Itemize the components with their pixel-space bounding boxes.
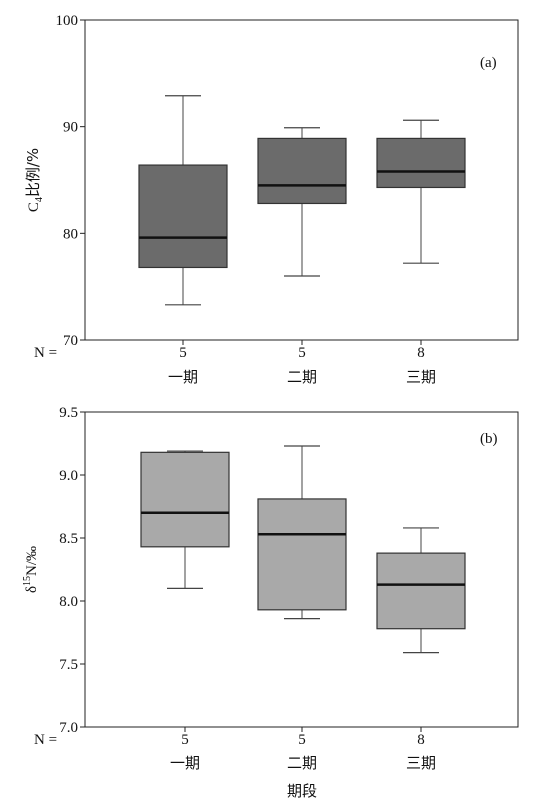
iqr-box bbox=[376, 137, 466, 189]
y-axis-label: δ15N/‰ bbox=[22, 546, 40, 593]
box-1 bbox=[138, 95, 228, 306]
box-2 bbox=[257, 127, 347, 277]
n-label: N = bbox=[34, 345, 57, 361]
n-value: 5 bbox=[298, 732, 306, 748]
panel-b: 7.0 7.5 8.0 8.5 9.0 9.5 δ15N/‰ (b) 5 一期 5 二期 8 三期 N = 期… bbox=[22, 405, 519, 800]
box-3 bbox=[376, 527, 466, 654]
x-axis-label: 期段 bbox=[287, 782, 317, 800]
n-value: 8 bbox=[417, 345, 425, 361]
category-label: 三期 bbox=[406, 754, 436, 772]
y-tick-label: 100 bbox=[56, 13, 79, 29]
iqr-box bbox=[257, 498, 347, 611]
y-tick-label: 8.0 bbox=[59, 594, 78, 610]
iqr-box bbox=[376, 552, 466, 630]
n-label: N = bbox=[34, 732, 57, 748]
y-tick-label: 90 bbox=[63, 120, 78, 136]
y-tick-label: 9.5 bbox=[59, 405, 78, 421]
n-value: 5 bbox=[298, 345, 306, 361]
iqr-box bbox=[138, 164, 228, 269]
panel-a: 70 80 90 100 C4比例/% (a) 5 一期 5 二期 8 三期 N = bbox=[24, 13, 519, 386]
y-tick-label: 7.0 bbox=[59, 720, 78, 736]
y-axis-label: C4比例/% bbox=[24, 148, 45, 212]
box-2 bbox=[257, 445, 347, 620]
iqr-box bbox=[257, 137, 347, 205]
panel-label: (b) bbox=[480, 431, 498, 447]
category-label: 二期 bbox=[287, 368, 317, 386]
category-label: 一期 bbox=[170, 754, 200, 772]
y-tick-label: 80 bbox=[63, 226, 78, 242]
n-value: 8 bbox=[417, 732, 425, 748]
category-label: 一期 bbox=[168, 368, 198, 386]
panel-label: (a) bbox=[480, 55, 497, 71]
y-tick-label: 70 bbox=[63, 333, 78, 349]
y-tick-label: 9.0 bbox=[59, 468, 78, 484]
category-label: 三期 bbox=[406, 368, 436, 386]
y-tick-label: 8.5 bbox=[59, 531, 78, 547]
y-tick-label: 7.5 bbox=[59, 657, 78, 673]
n-value: 5 bbox=[181, 732, 189, 748]
n-value: 5 bbox=[179, 345, 187, 361]
iqr-box bbox=[140, 451, 230, 548]
category-label: 二期 bbox=[287, 754, 317, 772]
box-3 bbox=[376, 119, 466, 264]
box-1 bbox=[140, 450, 230, 590]
